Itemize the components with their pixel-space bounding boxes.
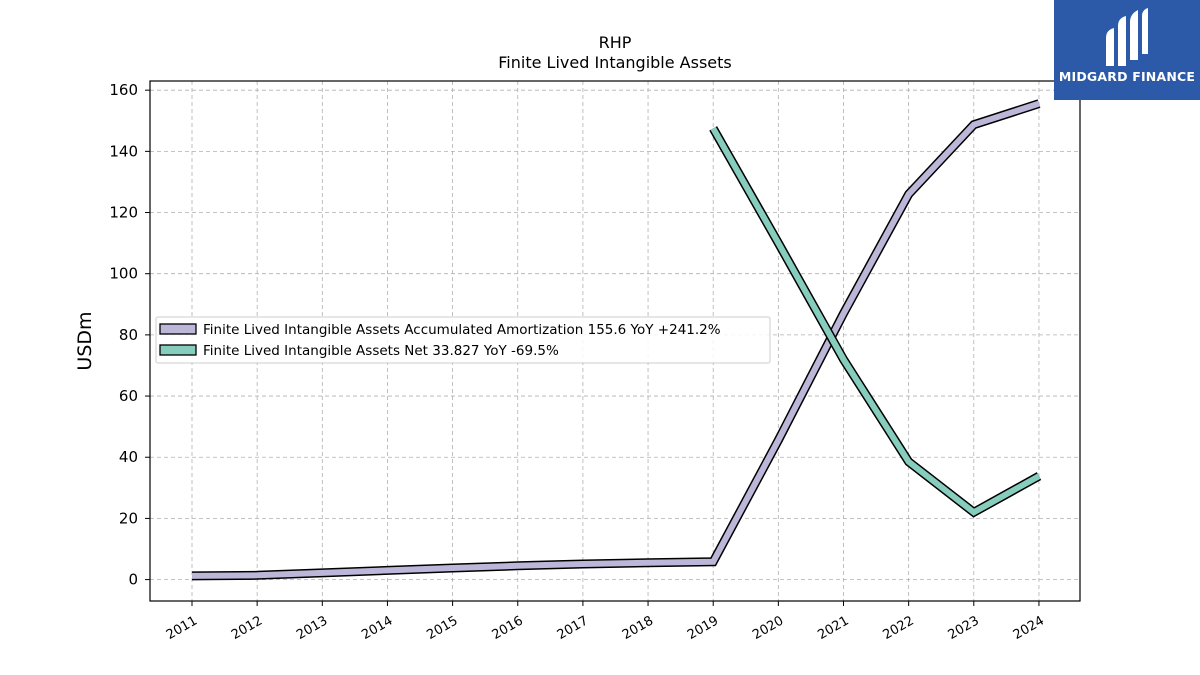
x-tick-label: 2014 — [359, 613, 395, 643]
plot-area-frame — [149, 80, 1081, 602]
x-tick-label: 2013 — [294, 613, 330, 643]
y-tick-label: 140 — [109, 142, 138, 160]
y-tick-label: 160 — [109, 81, 138, 99]
logo-mark-icon — [1106, 8, 1148, 66]
legend-swatch-net — [159, 344, 197, 356]
legend-swatch-accumulated-amortization — [159, 323, 197, 335]
y-tick-label: 80 — [119, 326, 138, 344]
legend: Finite Lived Intangible Assets Accumulat… — [155, 316, 771, 364]
x-tick-label: 2021 — [815, 613, 851, 643]
y-tick-label: 20 — [119, 509, 138, 527]
x-tick-label: 2023 — [946, 613, 982, 643]
x-tick-label: 2024 — [1011, 613, 1047, 643]
y-tick-label: 40 — [119, 448, 138, 466]
x-tick-label: 2012 — [229, 613, 265, 643]
y-tick-label: 100 — [109, 265, 138, 283]
x-axis-ticks: 2011 2012 2013 2014 2015 2016 2017 2018 2019 2020… — [164, 601, 1047, 643]
midgard-finance-logo: MIDGARD FINANCE — [1054, 0, 1200, 100]
x-tick-label: 2020 — [750, 613, 786, 643]
x-tick-label: 2018 — [620, 613, 656, 643]
logo-text: MIDGARD FINANCE — [1058, 69, 1196, 84]
legend-label-accumulated-amortization: Finite Lived Intangible Assets Accumulat… — [203, 322, 721, 338]
x-tick-label: 2022 — [880, 613, 916, 643]
series-lines — [191, 99, 1042, 581]
series-line-net — [710, 126, 1041, 516]
y-tick-label: 0 — [128, 571, 138, 589]
x-tick-label: 2015 — [424, 613, 460, 643]
legend-box — [155, 316, 771, 364]
legend-label-net: Finite Lived Intangible Assets Net 33.82… — [203, 343, 559, 359]
x-tick-label: 2019 — [685, 613, 721, 643]
series-line-accumulated-amortization — [191, 100, 1040, 579]
chart-subtitle: Finite Lived Intangible Assets — [498, 53, 731, 72]
y-axis-label: USDm — [74, 311, 96, 370]
x-tick-label: 2017 — [555, 613, 591, 643]
chart-title: RHP — [599, 33, 632, 52]
y-axis-ticks: 0 20 40 60 80 100 120 140 160 — [109, 81, 150, 589]
y-tick-label: 120 — [109, 204, 138, 222]
x-tick-label: 2016 — [490, 613, 526, 643]
x-tick-label: 2011 — [164, 613, 200, 643]
y-tick-label: 60 — [119, 387, 138, 405]
